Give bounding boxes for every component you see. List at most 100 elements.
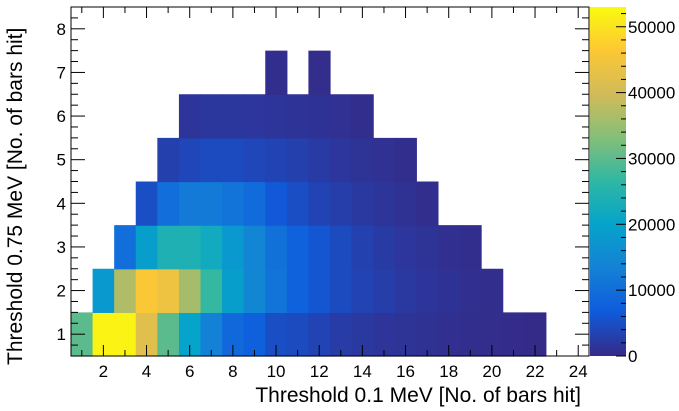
heatmap-cell xyxy=(394,225,417,270)
heatmap-cell xyxy=(135,268,158,313)
heatmap-cell xyxy=(330,137,353,183)
heatmap-cell xyxy=(286,94,310,139)
x-tick-label: 4 xyxy=(142,362,151,381)
heatmap-cell xyxy=(437,312,461,357)
heatmap-cell xyxy=(222,137,245,183)
x-tick-label: 8 xyxy=(228,362,237,381)
heatmap-cell xyxy=(459,268,482,313)
heatmap-cell xyxy=(308,225,331,270)
heatmap-cell xyxy=(437,225,461,270)
heatmap-cell xyxy=(330,181,353,226)
heatmap-cell xyxy=(243,137,266,183)
heatmap-cell xyxy=(416,268,439,313)
heatmap-cell xyxy=(373,181,396,226)
heatmap-cell xyxy=(265,268,288,313)
heatmap-cell xyxy=(200,137,223,183)
heatmap-cell xyxy=(222,94,245,139)
heatmap-cell xyxy=(243,181,266,226)
colorbar-tick-label: 30000 xyxy=(628,149,675,168)
y-tick-label: 6 xyxy=(57,107,66,126)
x-axis-ticks: 2 4 6 8 10 12 14 16 18 20 22 24 xyxy=(81,7,588,381)
heatmap-cell xyxy=(330,94,353,139)
heatmap-cell xyxy=(200,268,223,313)
x-tick-label: 2 xyxy=(99,362,108,381)
heatmap-cell xyxy=(308,268,331,313)
heatmap-cell xyxy=(351,268,374,313)
heatmap-cell xyxy=(178,137,202,183)
heatmap-cell xyxy=(416,312,439,357)
heatmap-cell xyxy=(351,312,374,357)
heatmap-cell xyxy=(394,312,417,357)
colorbar-tick-label: 50000 xyxy=(628,18,675,37)
heatmap-cell xyxy=(243,225,266,270)
heatmap-cell xyxy=(200,181,223,226)
heatmap-cell xyxy=(157,268,180,313)
heatmap-cell xyxy=(373,137,396,183)
heatmap-cell xyxy=(222,225,245,270)
heatmap-cell xyxy=(222,312,245,357)
colorbar-tick-label: 0 xyxy=(628,347,637,366)
heatmap-cell xyxy=(157,137,180,183)
heatmap-cell xyxy=(351,225,374,270)
heatmap-cell xyxy=(178,225,202,270)
heatmap-cell xyxy=(459,225,482,270)
heatmap-cell xyxy=(481,312,504,357)
heatmap-cell xyxy=(437,268,461,313)
heatmap-cell xyxy=(157,312,180,357)
x-tick-label: 6 xyxy=(185,362,194,381)
heatmap-cell xyxy=(351,94,374,139)
heatmap-cell xyxy=(92,268,115,313)
heatmap-cell xyxy=(330,268,353,313)
heatmap-cell xyxy=(243,268,266,313)
heatmap-cell xyxy=(200,312,223,357)
heatmap-cell xyxy=(416,181,439,226)
heatmap-cell xyxy=(157,225,180,270)
heatmap-cell xyxy=(351,137,374,183)
heatmap-cell xyxy=(114,312,137,357)
heatmap-cell xyxy=(308,312,331,357)
heatmap-cell xyxy=(394,181,417,226)
colorbar xyxy=(590,7,626,356)
heatmap-cell xyxy=(135,225,158,270)
heatmap-cell xyxy=(114,225,137,270)
heatmap-cell xyxy=(265,137,288,183)
x-tick-label: 20 xyxy=(482,362,501,381)
heatmap-cell xyxy=(243,94,266,139)
heatmap-cell xyxy=(114,268,137,313)
y-tick-label: 5 xyxy=(57,151,66,170)
heatmap-cell xyxy=(92,312,115,357)
heatmap-cell xyxy=(308,137,331,183)
heatmap-cell xyxy=(330,225,353,270)
heatmap-cell xyxy=(178,268,202,313)
y-tick-label: 7 xyxy=(57,63,66,82)
heatmap-cell xyxy=(200,94,223,139)
y-tick-label: 2 xyxy=(57,282,66,301)
heatmap-cell xyxy=(286,268,310,313)
heatmap-cells xyxy=(71,50,547,357)
heatmap-cell xyxy=(265,225,288,270)
heatmap-cell xyxy=(308,50,331,95)
heatmap-cell xyxy=(222,268,245,313)
heatmap-cell xyxy=(459,312,482,357)
plot-border xyxy=(70,6,590,357)
heatmap-cell xyxy=(373,268,396,313)
heatmap-cell xyxy=(394,268,417,313)
colorbar-tick-label: 20000 xyxy=(628,215,675,234)
x-tick-label: 14 xyxy=(353,362,372,381)
x-tick-label: 24 xyxy=(569,362,588,381)
y-tick-label: 1 xyxy=(57,325,66,344)
y-tick-label: 4 xyxy=(57,194,66,213)
heatmap-cell xyxy=(222,181,245,226)
heatmap-cell xyxy=(308,181,331,226)
x-axis-title: Threshold 0.1 MeV [No. of bars hit] xyxy=(255,384,581,407)
heatmap-cell xyxy=(308,94,331,139)
colorbar-tick-label: 10000 xyxy=(628,281,675,300)
heatmap-cell xyxy=(373,312,396,357)
heatmap-cell xyxy=(524,312,547,357)
heatmap-cell xyxy=(178,94,202,139)
colorbar-tick-label: 40000 xyxy=(628,84,675,103)
heatmap-cell xyxy=(265,94,288,139)
y-axis-ticks: 1 2 3 4 5 6 7 8 xyxy=(57,6,589,346)
heatmap-cell xyxy=(330,312,353,357)
